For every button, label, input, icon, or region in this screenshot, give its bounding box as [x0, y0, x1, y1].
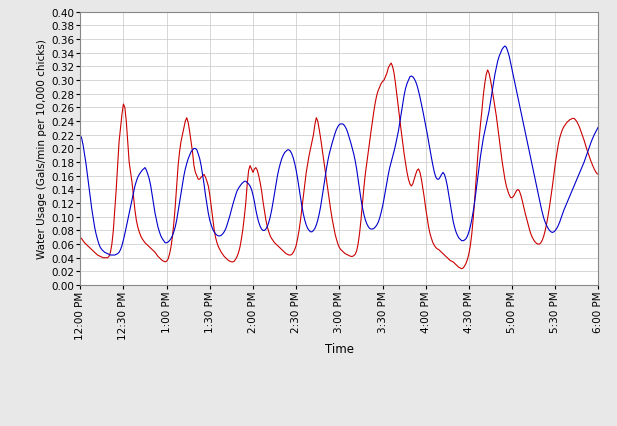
Section B	[534, 191, 542, 196]
Section A	[402, 161, 409, 167]
Section B	[595, 125, 602, 130]
Section A	[387, 61, 395, 66]
Section B	[91, 225, 98, 230]
Section A	[595, 173, 602, 178]
Section A	[391, 72, 398, 77]
Section A	[173, 184, 180, 189]
Section B	[391, 149, 398, 154]
Line: Section B: Section B	[80, 47, 598, 256]
Section A	[534, 242, 542, 247]
Section B	[77, 133, 84, 138]
Section A	[91, 250, 98, 255]
Line: Section A: Section A	[80, 64, 598, 269]
Section B	[107, 253, 114, 258]
Section A	[458, 267, 465, 272]
Section A	[77, 235, 84, 240]
Section B	[175, 209, 182, 214]
Section B	[373, 223, 381, 228]
Section B	[501, 44, 508, 49]
Section B	[402, 86, 409, 92]
Section A	[371, 100, 379, 105]
X-axis label: Time: Time	[325, 342, 354, 355]
Y-axis label: Water Usage (Gals/min per 10,000 chicks): Water Usage (Gals/min per 10,000 chicks)	[38, 40, 48, 259]
